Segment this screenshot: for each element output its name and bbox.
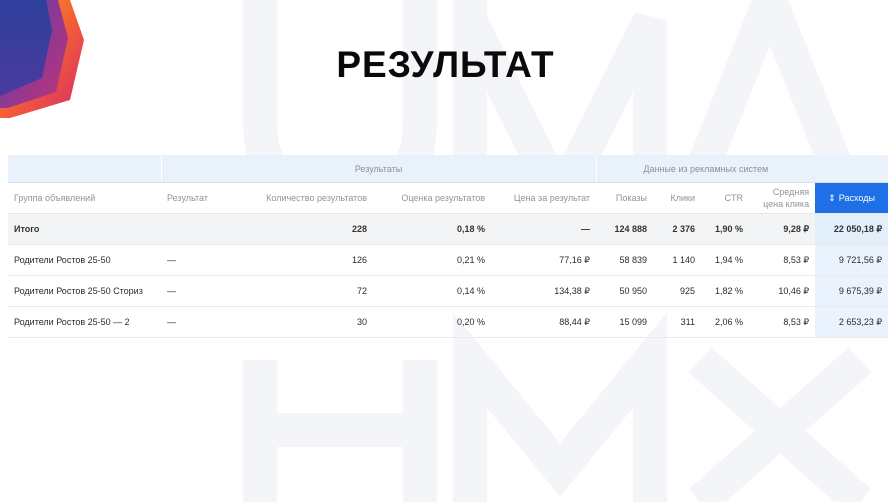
cell-cost-per-result: 134,38 ₽ [491,275,597,307]
cell-ctr: 1,90 % [701,213,750,245]
col-header-clicks[interactable]: Клики [653,182,702,214]
cell-spend: 9 721,56 ₽ [815,244,889,276]
table-row[interactable]: Родители Ростов 25-50 Сториз — 72 0,14 %… [8,275,889,307]
cell-ad-group[interactable]: Родители Ростов 25-50 Сториз [8,275,161,307]
cell-ad-group: Итого [8,213,161,245]
page-title: РЕЗУЛЬТАТ [336,44,555,85]
brand-logo [0,0,84,118]
cell-clicks: 1 140 [653,244,702,276]
cell-impressions: 58 839 [596,244,654,276]
col-header-cost-per-result[interactable]: Цена за результат [491,182,597,214]
col-header-spend-label: Расходы [838,192,875,203]
cell-results-rating: 0,21 % [373,244,491,276]
table-row[interactable]: Родители Ростов 25-50 — 2 — 30 0,20 % 88… [8,306,889,338]
cell-result [161,213,231,245]
col-header-ctr[interactable]: CTR [701,182,750,214]
cell-spend: 9 675,39 ₽ [815,275,889,307]
cell-results-rating: 0,14 % [373,275,491,307]
cell-avg-cpc: 10,46 ₽ [749,275,816,307]
cell-avg-cpc: 8,53 ₽ [749,306,816,338]
col-header-result[interactable]: Результат [161,182,231,214]
cell-results-count: 30 [231,306,373,338]
sort-icon: ⇕ [828,192,836,203]
cell-ad-group[interactable]: Родители Ростов 25-50 [8,244,161,276]
cell-result: — [161,275,231,307]
cell-ctr: 1,82 % [701,275,750,307]
cell-spend: 2 653,23 ₽ [815,306,889,338]
column-header-row: Группа объявлений Результат Количество р… [8,182,889,214]
col-header-avg-cpc[interactable]: Средняя цена клика [749,182,816,214]
cell-impressions: 15 099 [596,306,654,338]
cell-clicks: 925 [653,275,702,307]
cell-results-count: 228 [231,213,373,245]
cell-ctr: 2,06 % [701,306,750,338]
cell-avg-cpc: 8,53 ₽ [749,244,816,276]
cell-cost-per-result: 88,44 ₽ [491,306,597,338]
cell-clicks: 311 [653,306,702,338]
cell-impressions: 50 950 [596,275,654,307]
cell-results-count: 72 [231,275,373,307]
table-row-total: Итого 228 0,18 % — 124 888 2 376 1,90 % … [8,213,889,245]
cell-result: — [161,244,231,276]
cell-ad-group[interactable]: Родители Ростов 25-50 — 2 [8,306,161,338]
group-header-ad-systems: Данные из рекламных систем [595,155,816,183]
group-header-spend [815,155,889,183]
group-header-empty [8,155,161,183]
cell-cost-per-result: 77,16 ₽ [491,244,597,276]
cell-results-rating: 0,20 % [373,306,491,338]
col-header-spend[interactable]: ⇕ Расходы [815,182,889,214]
col-header-ad-group[interactable]: Группа объявлений [8,182,161,214]
cell-cost-per-result: — [491,213,597,245]
results-table: Результаты Данные из рекламных систем Гр… [8,155,889,338]
cell-avg-cpc: 9,28 ₽ [749,213,816,245]
col-header-results-count[interactable]: Количество результатов [231,182,373,214]
cell-spend: 22 050,18 ₽ [815,213,889,245]
group-header-results: Результаты [160,155,597,183]
cell-results-rating: 0,18 % [373,213,491,245]
col-header-results-rating[interactable]: Оценка результатов [373,182,491,214]
table-row[interactable]: Родители Ростов 25-50 — 126 0,21 % 77,16… [8,244,889,276]
cell-ctr: 1,94 % [701,244,750,276]
cell-result: — [161,306,231,338]
col-header-impressions[interactable]: Показы [596,182,654,214]
cell-results-count: 126 [231,244,373,276]
cell-impressions: 124 888 [596,213,654,245]
group-header-row: Результаты Данные из рекламных систем [8,155,889,183]
cell-clicks: 2 376 [653,213,702,245]
